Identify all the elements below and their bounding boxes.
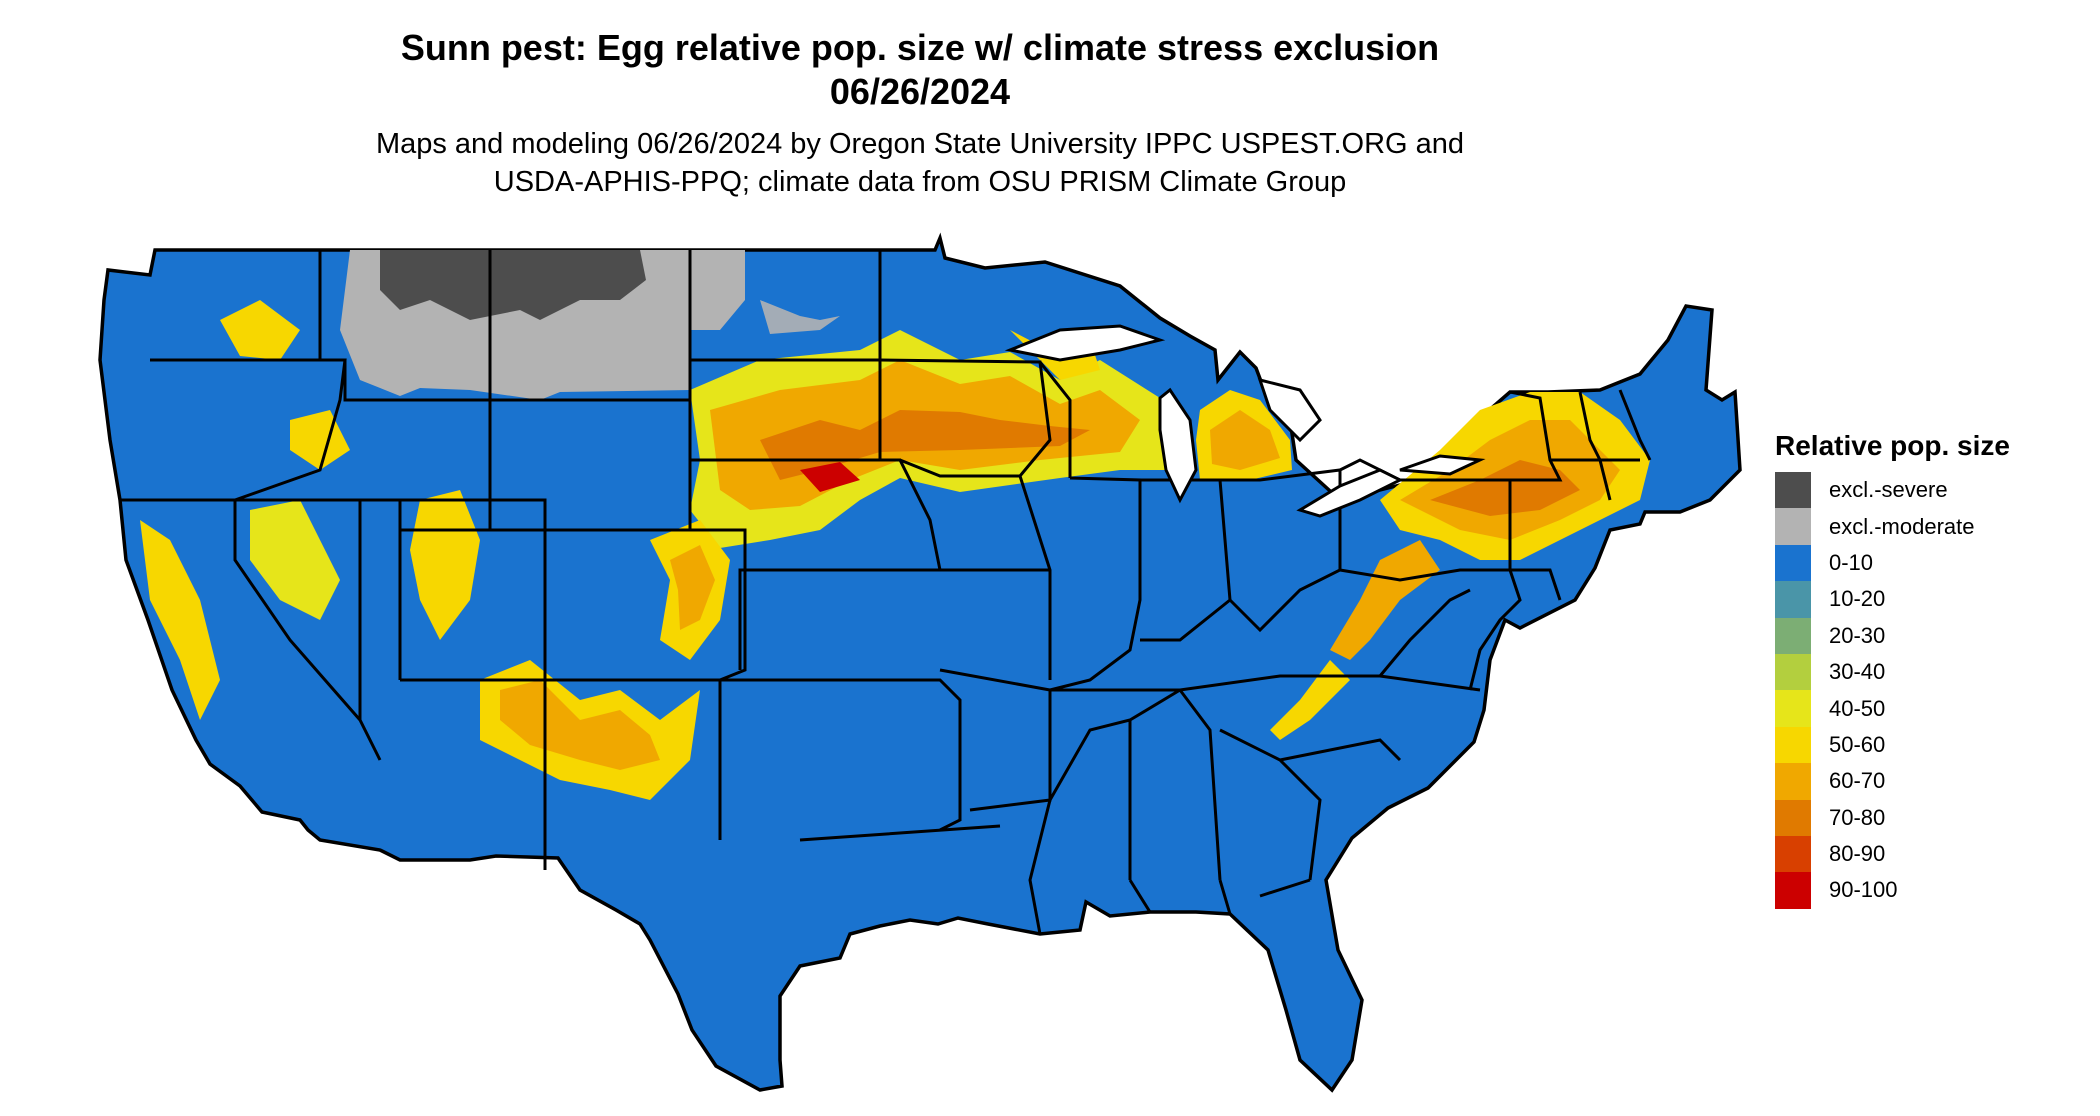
legend-label: excl.-moderate [1829,513,1975,539]
us-map [98,232,1742,1093]
legend-swatch [1775,763,1811,800]
legend-label: excl.-severe [1829,477,1948,503]
legend-item: 90-100 [1775,872,2010,909]
map-date: 06/26/2024 [829,71,1011,112]
legend-item: 20-30 [1775,617,2010,654]
exclusion-zone [340,250,840,400]
legend-swatch [1775,726,1811,764]
legend-swatch [1775,617,1811,654]
legend-label: 20-30 [1829,622,1886,648]
legend-item: 0-10 [1775,544,2010,582]
state-borders [120,250,1652,935]
legend-label: 10-20 [1829,586,1886,612]
legend-label: 50-60 [1829,731,1886,757]
legend-item: 10-20 [1775,581,2010,618]
map-credit-line2: USDA-APHIS-PPQ; climate data from OSU PR… [493,166,1347,198]
map-credit-line1: Maps and modeling 06/26/2024 by Oregon S… [375,128,1465,160]
legend-swatch [1775,472,1811,509]
legend-title: Relative pop. size [1775,430,2010,461]
legend-swatch [1775,835,1811,873]
legend-label: 0-10 [1829,549,1874,575]
legend-swatch [1775,544,1811,582]
legend-item: 30-40 [1775,653,2010,691]
legend-swatch [1775,653,1811,691]
legend-item: 50-60 [1775,726,2010,764]
legend-item: 70-80 [1775,799,2010,836]
legend-item: 60-70 [1775,763,2010,800]
legend-items: excl.-severe excl.-moderate 0-10 10-20 20-30… [1775,472,2010,909]
legend: Relative pop. size excl.-severe excl.-mod… [1775,430,2010,909]
legend-label: 30-40 [1829,659,1886,685]
legend-swatch [1775,690,1811,727]
legend-label: 40-50 [1829,695,1886,721]
legend-item: 40-50 [1775,690,2010,727]
legend-swatch [1775,581,1811,618]
legend-label: 90-100 [1829,877,1898,903]
great-lakes [1004,324,1486,518]
legend-item: 80-90 [1775,835,2010,873]
legend-swatch [1775,799,1811,836]
legend-label: 60-70 [1829,768,1886,794]
legend-swatch [1775,872,1811,909]
suitability-areas [140,300,1650,800]
map-title: Sunn pest: Egg relative pop. size w/ cli… [400,27,1440,68]
legend-item: excl.-moderate [1775,508,2010,545]
legend-swatch [1775,508,1811,545]
legend-item: excl.-severe [1775,472,2010,509]
legend-label: 80-90 [1829,841,1886,867]
legend-label: 70-80 [1829,804,1886,830]
